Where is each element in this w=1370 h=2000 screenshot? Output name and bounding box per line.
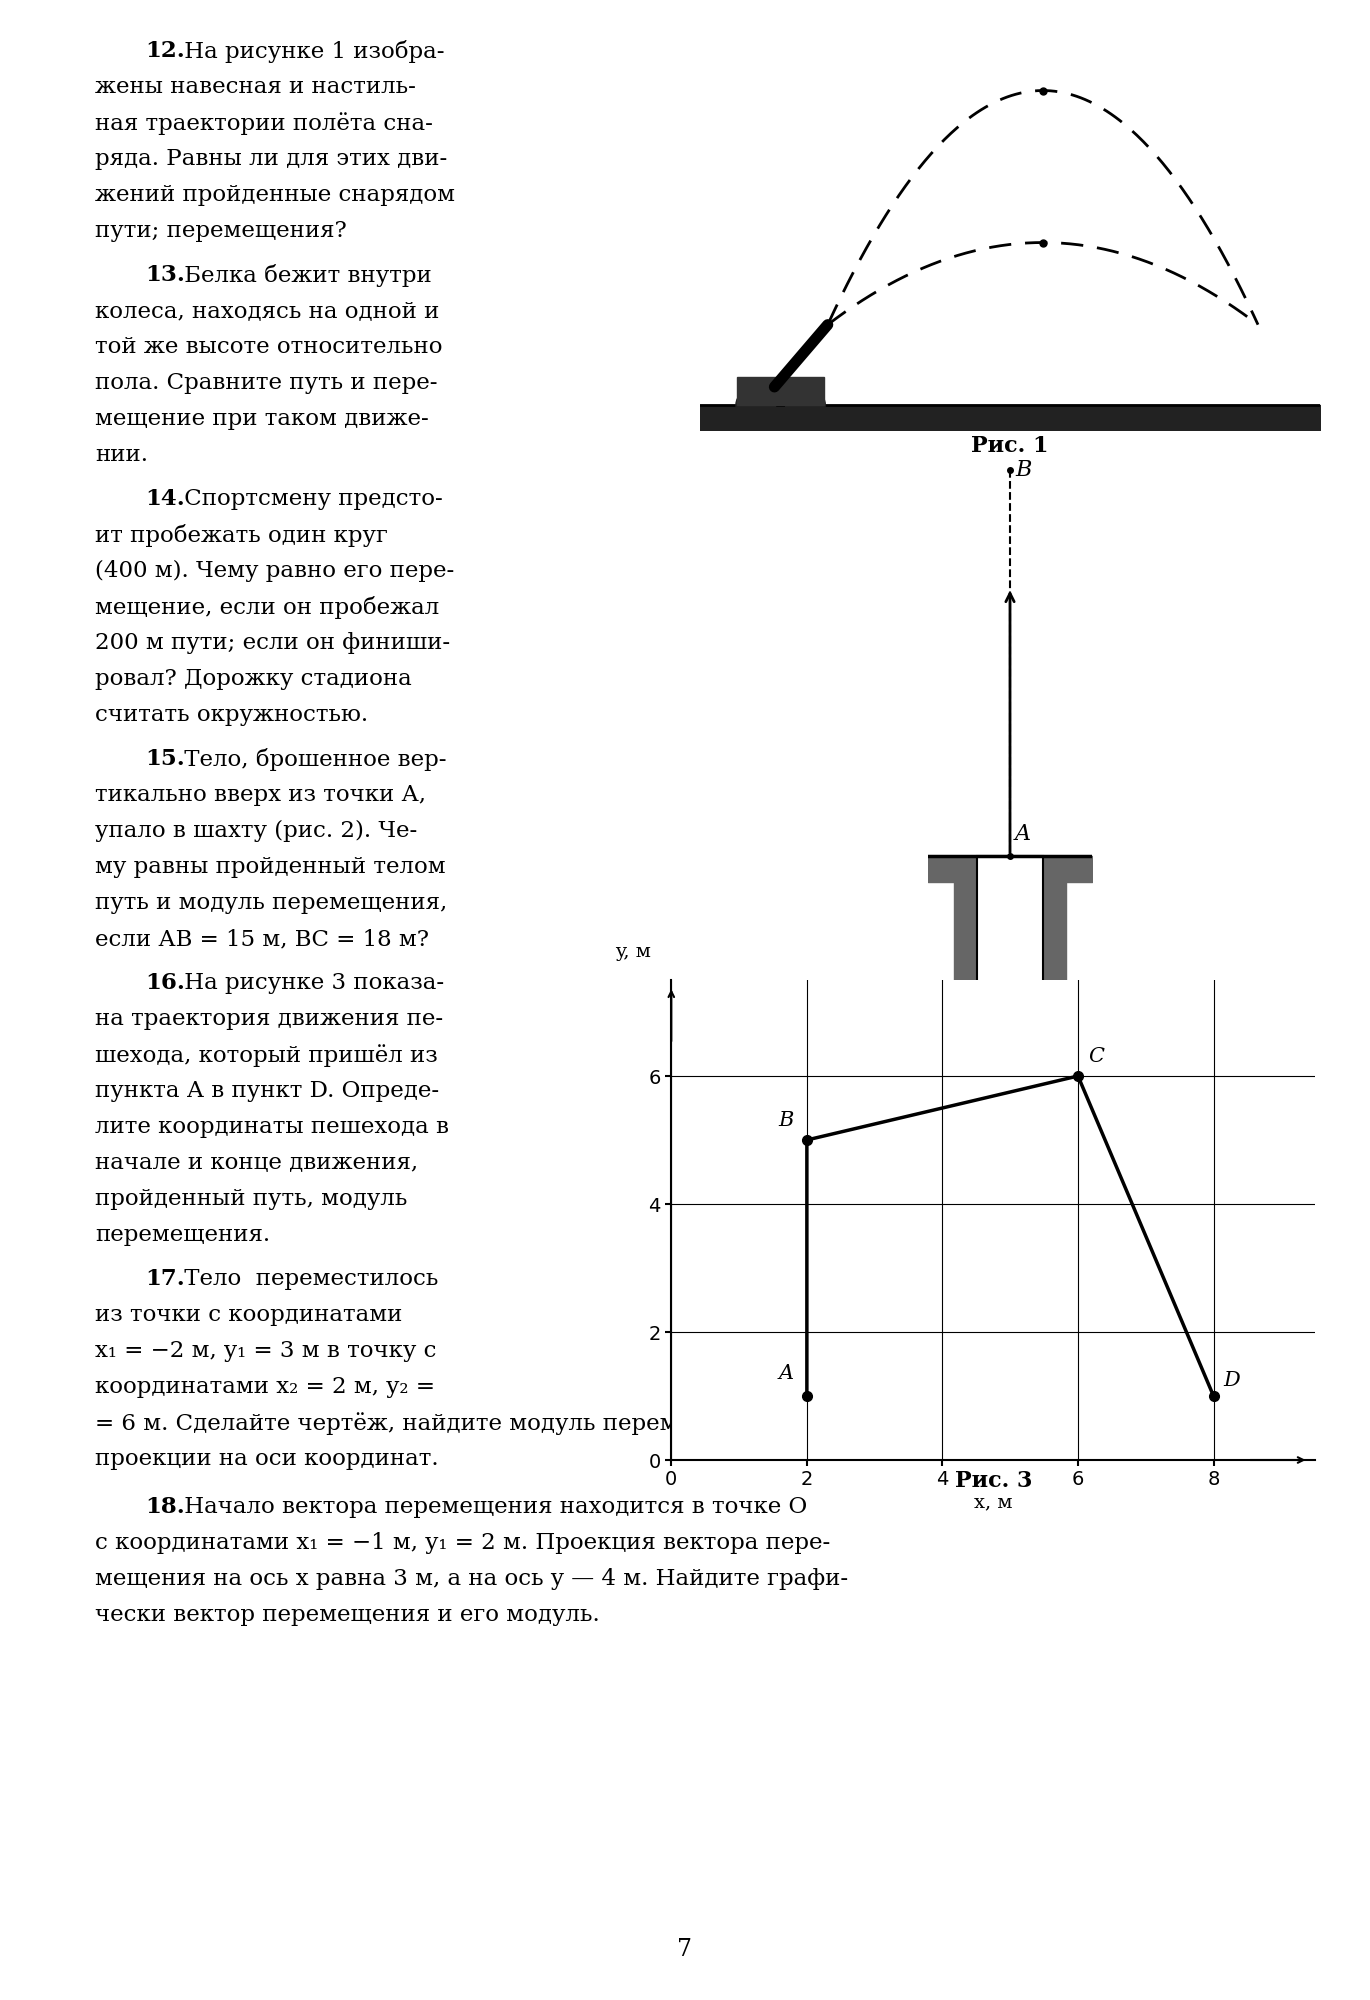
Text: если АВ = 15 м, ВС = 18 м?: если АВ = 15 м, ВС = 18 м?: [95, 928, 429, 950]
Bar: [737, 376, 823, 404]
Text: A: A: [1015, 824, 1032, 846]
Text: = 6 м. Сделайте чертёж, найдите модуль перемещения и его: = 6 м. Сделайте чертёж, найдите модуль п…: [95, 1412, 840, 1434]
Text: мещение при таком движе-: мещение при таком движе-: [95, 408, 429, 430]
X-axis label: x, м: x, м: [974, 1494, 1012, 1512]
Text: упало в шахту (рис. 2). Че-: упало в шахту (рис. 2). Че-: [95, 820, 418, 842]
Text: с координатами x₁ = −1 м, y₁ = 2 м. Проекция вектора пере-: с координатами x₁ = −1 м, y₁ = 2 м. Прое…: [95, 1532, 830, 1554]
Text: На рисунке 1 изобра-: На рисунке 1 изобра-: [177, 40, 444, 62]
Text: D: D: [1223, 1370, 1240, 1390]
Text: чески вектор перемещения и его модуль.: чески вектор перемещения и его модуль.: [95, 1604, 600, 1626]
Text: тикально вверх из точки А,: тикально вверх из точки А,: [95, 784, 426, 806]
Text: путь и модуль перемещения,: путь и модуль перемещения,: [95, 892, 447, 914]
Text: 16.: 16.: [145, 972, 185, 994]
Text: считать окружностью.: считать окружностью.: [95, 704, 369, 726]
Text: Рис. 1: Рис. 1: [971, 436, 1049, 458]
Text: жений пройденные снарядом: жений пройденные снарядом: [95, 184, 455, 206]
Text: B: B: [1015, 460, 1032, 482]
Text: (400 м). Чему равно его пере-: (400 м). Чему равно его пере-: [95, 560, 455, 582]
Text: Спортсмену предсто-: Спортсмену предсто-: [177, 488, 443, 510]
Circle shape: [785, 388, 825, 420]
Text: нии.: нии.: [95, 444, 148, 466]
Text: колеса, находясь на одной и: колеса, находясь на одной и: [95, 300, 440, 322]
Text: Тело  переместилось: Тело переместилось: [177, 1268, 438, 1290]
Text: проекции на оси координат.: проекции на оси координат.: [95, 1448, 438, 1470]
Text: мещения на ось x равна 3 м, а на ось y — 4 м. Найдите графи-: мещения на ось x равна 3 м, а на ось y —…: [95, 1568, 848, 1590]
Bar: [977, 856, 1043, 1056]
Text: из точки с координатами: из точки с координатами: [95, 1304, 403, 1326]
Text: Тело, брошенное вер-: Тело, брошенное вер-: [177, 748, 447, 770]
Text: пола. Сравните путь и пере-: пола. Сравните путь и пере-: [95, 372, 437, 394]
Text: 17.: 17.: [145, 1268, 185, 1290]
Text: ная траектории полёта сна-: ная траектории полёта сна-: [95, 112, 433, 134]
Text: C: C: [1088, 1048, 1104, 1066]
Text: Рис. 2: Рис. 2: [971, 1100, 1049, 1122]
Circle shape: [736, 388, 775, 420]
Text: B: B: [778, 1112, 793, 1130]
Text: Белка бежит внутри: Белка бежит внутри: [177, 264, 432, 286]
Text: перемещения.: перемещения.: [95, 1224, 270, 1246]
Text: му равны пройденный телом: му равны пройденный телом: [95, 856, 445, 878]
Text: 14.: 14.: [145, 488, 185, 510]
Text: 15.: 15.: [145, 748, 185, 770]
Text: ровал? Дорожку стадиона: ровал? Дорожку стадиона: [95, 668, 412, 690]
Text: 7: 7: [678, 1938, 692, 1962]
Text: 18.: 18.: [145, 1496, 185, 1518]
Text: C: C: [981, 1012, 997, 1034]
Text: координатами x₂ = 2 м, y₂ =: координатами x₂ = 2 м, y₂ =: [95, 1376, 436, 1398]
Text: жены навесная и настиль-: жены навесная и настиль-: [95, 76, 416, 98]
Text: Рис. 3: Рис. 3: [955, 1470, 1032, 1492]
Text: x₁ = −2 м, y₁ = 3 м в точку с: x₁ = −2 м, y₁ = 3 м в точку с: [95, 1340, 437, 1362]
Text: на траектория движения пе-: на траектория движения пе-: [95, 1008, 443, 1030]
Text: пройденный путь, модуль: пройденный путь, модуль: [95, 1188, 407, 1210]
Text: мещение, если он пробежал: мещение, если он пробежал: [95, 596, 440, 620]
Text: начале и конце движения,: начале и конце движения,: [95, 1152, 418, 1174]
Text: 13.: 13.: [145, 264, 185, 286]
Text: пути; перемещения?: пути; перемещения?: [95, 220, 347, 242]
Text: На рисунке 3 показа-: На рисунке 3 показа-: [177, 972, 444, 994]
Text: ит пробежать один круг: ит пробежать один круг: [95, 524, 388, 546]
Text: A: A: [778, 1364, 793, 1384]
Text: 200 м пути; если он финиши-: 200 м пути; если он финиши-: [95, 632, 451, 654]
Text: шехода, который пришёл из: шехода, который пришёл из: [95, 1044, 438, 1066]
Text: лите координаты пешехода в: лите координаты пешехода в: [95, 1116, 449, 1138]
Y-axis label: y, м: y, м: [615, 942, 651, 960]
Text: Начало вектора перемещения находится в точке О: Начало вектора перемещения находится в т…: [177, 1496, 807, 1518]
Text: пункта А в пункт D. Опреде-: пункта А в пункт D. Опреде-: [95, 1080, 440, 1102]
Text: той же высоте относительно: той же высоте относительно: [95, 336, 443, 358]
Text: 12.: 12.: [145, 40, 185, 62]
Text: ряда. Равны ли для этих дви-: ряда. Равны ли для этих дви-: [95, 148, 447, 170]
